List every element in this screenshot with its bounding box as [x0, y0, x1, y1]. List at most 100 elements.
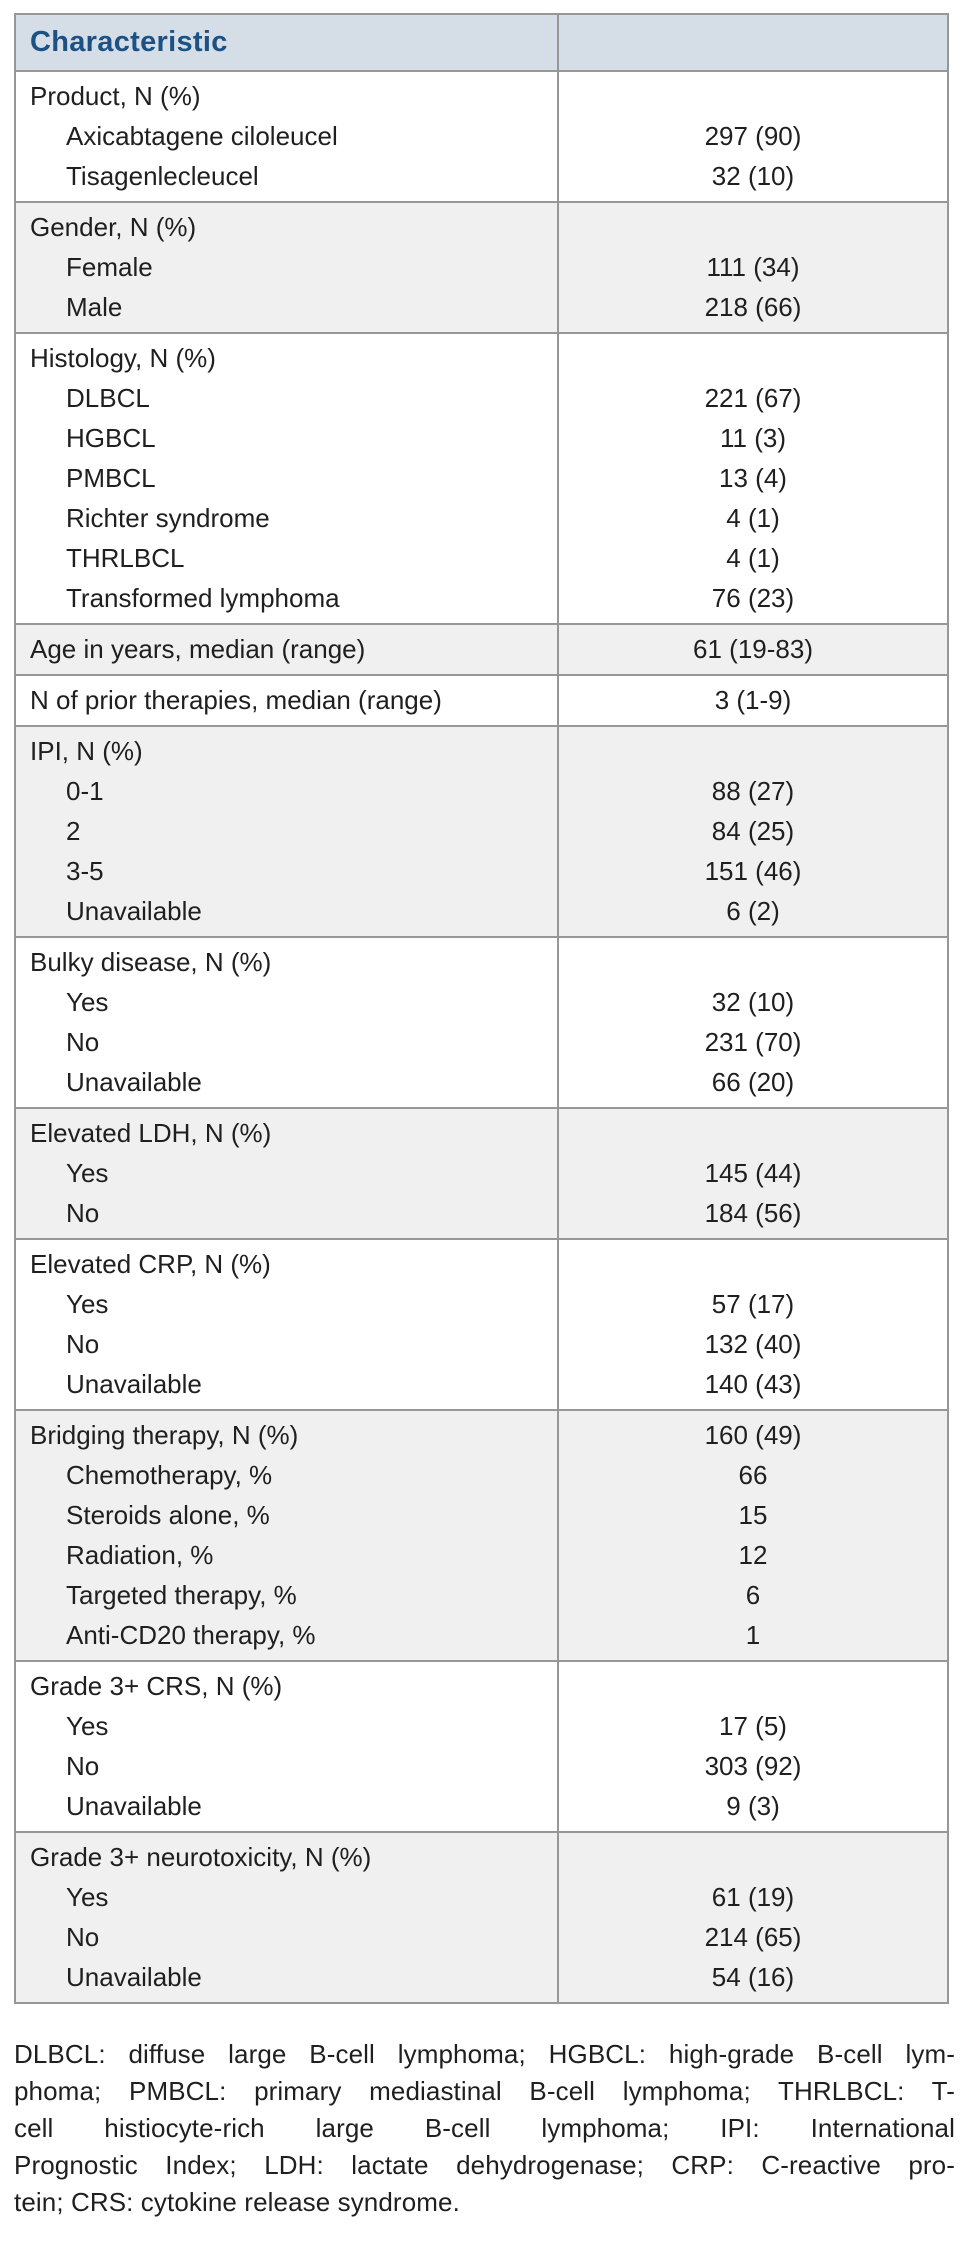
- row-label: Yes: [66, 1882, 109, 1912]
- row-value: 84 (25): [711, 816, 795, 846]
- table-section: IPI, N (%) 0-1 2 3-5 Unavailable 88 (27) 84 (2…: [14, 725, 949, 938]
- row-label: Unavailable: [66, 1369, 202, 1399]
- row-label: No: [66, 1751, 100, 1781]
- row-label: Yes: [66, 987, 109, 1017]
- column-header-characteristic: Characteristic: [14, 13, 559, 72]
- section-values-cell: 160 (49) 66 15 12 6 1: [557, 1409, 949, 1662]
- footnote-line: Prognostic Index; LDH: lactate dehydroge…: [14, 2150, 955, 2180]
- row-label: Unavailable: [66, 896, 202, 926]
- row-value: [559, 1666, 947, 1706]
- row-value: 4 (1): [726, 543, 780, 573]
- column-header-value: [557, 13, 949, 72]
- row-value: 297 (90): [704, 121, 802, 151]
- section-labels-cell: Elevated CRP, N (%) Yes No Unavailable: [14, 1238, 559, 1411]
- section-labels-cell: Age in years, median (range): [14, 623, 559, 676]
- row-value: 1: [745, 1620, 761, 1650]
- table-header: Characteristic: [14, 13, 949, 72]
- row-label: Yes: [66, 1158, 109, 1188]
- section-title: Elevated CRP, N (%): [30, 1249, 271, 1279]
- footnote-line: cell histiocyte-rich large B-cell lympho…: [14, 2113, 955, 2143]
- section-labels-cell: Elevated LDH, N (%) Yes No: [14, 1107, 559, 1240]
- row-value: 6 (2): [726, 896, 780, 926]
- table-section: Age in years, median (range) 61 (19-83): [14, 623, 949, 676]
- row-value: 303 (92): [704, 1751, 802, 1781]
- row-label: Unavailable: [66, 1962, 202, 1992]
- footnote-line: DLBCL: diffuse large B-cell lymphoma; HG…: [14, 2039, 955, 2069]
- section-title: Grade 3+ CRS, N (%): [30, 1671, 283, 1701]
- row-value: 66 (20): [711, 1067, 795, 1097]
- row-value: [559, 731, 947, 771]
- row-label: Male: [66, 292, 123, 322]
- row-value: 57 (17): [711, 1289, 795, 1319]
- row-value: [559, 942, 947, 982]
- row-label: No: [66, 1027, 100, 1057]
- row-label: Chemotherapy, %: [66, 1460, 273, 1490]
- section-title: Histology, N (%): [30, 343, 216, 373]
- table-section: Elevated LDH, N (%) Yes No 145 (44) 184 (56): [14, 1107, 949, 1240]
- row-label: Female: [66, 252, 153, 282]
- section-values-cell: 3 (1-9): [557, 674, 949, 727]
- section-title: IPI, N (%): [30, 736, 143, 766]
- section-title: Age in years, median (range): [30, 634, 366, 664]
- row-label: Anti-CD20 therapy, %: [66, 1620, 316, 1650]
- row-value: 214 (65): [704, 1922, 802, 1952]
- row-value: 17 (5): [719, 1711, 787, 1741]
- row-label: Transformed lymphoma: [66, 583, 340, 613]
- patient-characteristics-table: Characteristic Product, N (%) Axicabtagen…: [14, 13, 949, 2004]
- row-value: 6: [745, 1580, 761, 1610]
- row-label: THRLBCL: [66, 543, 185, 573]
- row-value: [559, 76, 947, 116]
- row-value: 184 (56): [704, 1198, 802, 1228]
- section-labels-cell: Bulky disease, N (%) Yes No Unavailable: [14, 936, 559, 1109]
- section-values-cell: 221 (67) 11 (3) 13 (4) 4 (1) 4 (1) 76 (23): [557, 332, 949, 625]
- row-value: 111 (34): [706, 252, 800, 282]
- section-values-cell: 61 (19) 214 (65) 54 (16): [557, 1831, 949, 2004]
- row-label: 0-1: [66, 776, 104, 806]
- row-value: 151 (46): [704, 856, 802, 886]
- row-value: 3 (1-9): [714, 685, 792, 715]
- row-label: Tisagenlecleucel: [66, 161, 259, 191]
- row-value: 13 (4): [719, 463, 787, 493]
- section-labels-cell: Gender, N (%) Female Male: [14, 201, 559, 334]
- section-values-cell: 297 (90) 32 (10): [557, 70, 949, 203]
- row-value: 140 (43): [704, 1369, 802, 1399]
- header-row: Characteristic: [14, 13, 949, 72]
- table-section: Bridging therapy, N (%) Chemotherapy, % St…: [14, 1409, 949, 1662]
- row-label: 2: [66, 816, 81, 846]
- section-labels-cell: N of prior therapies, median (range): [14, 674, 559, 727]
- section-values-cell: 88 (27) 84 (25) 151 (46) 6 (2): [557, 725, 949, 938]
- section-title: Product, N (%): [30, 81, 201, 111]
- row-value: 76 (23): [711, 583, 795, 613]
- row-value: [559, 338, 947, 378]
- footnote: DLBCL: diffuse large B-cell lymphoma; HG…: [14, 2036, 955, 2221]
- row-value: 218 (66): [704, 292, 802, 322]
- row-label: Radiation, %: [66, 1540, 214, 1570]
- table-section: Elevated CRP, N (%) Yes No Unavailable 57 (1…: [14, 1238, 949, 1411]
- row-label: No: [66, 1922, 100, 1952]
- table-section: Grade 3+ CRS, N (%) Yes No Unavailable 17 (5…: [14, 1660, 949, 1833]
- row-value: 231 (70): [704, 1027, 802, 1057]
- row-label: Unavailable: [66, 1067, 202, 1097]
- section-labels-cell: Product, N (%) Axicabtagene ciloleucel Tis…: [14, 70, 559, 203]
- row-label: 3-5: [66, 856, 104, 886]
- row-label: DLBCL: [66, 383, 150, 413]
- row-value: [559, 207, 947, 247]
- row-label: Steroids alone, %: [66, 1500, 270, 1530]
- row-value: 15: [738, 1500, 768, 1530]
- table-section: Grade 3+ neurotoxicity, N (%) Yes No Unavai…: [14, 1831, 949, 2004]
- row-value: [559, 1837, 947, 1877]
- footnote-line: tein; CRS: cytokine release syndrome.: [14, 2187, 460, 2217]
- row-label: Yes: [66, 1711, 109, 1741]
- section-labels-cell: Grade 3+ neurotoxicity, N (%) Yes No Unavai…: [14, 1831, 559, 2004]
- row-value: 221 (67): [704, 383, 802, 413]
- section-values-cell: 17 (5) 303 (92) 9 (3): [557, 1660, 949, 1833]
- row-value: 12: [738, 1540, 768, 1570]
- section-labels-cell: Grade 3+ CRS, N (%) Yes No Unavailable: [14, 1660, 559, 1833]
- row-value: 132 (40): [704, 1329, 802, 1359]
- row-value: 54 (16): [711, 1962, 795, 1992]
- row-value: 9 (3): [726, 1791, 780, 1821]
- row-label: Yes: [66, 1289, 109, 1319]
- row-label: Axicabtagene ciloleucel: [66, 121, 338, 151]
- table-section: Histology, N (%) DLBCL HGBCL PMBCL Richter s…: [14, 332, 949, 625]
- row-value: 61 (19-83): [693, 634, 813, 664]
